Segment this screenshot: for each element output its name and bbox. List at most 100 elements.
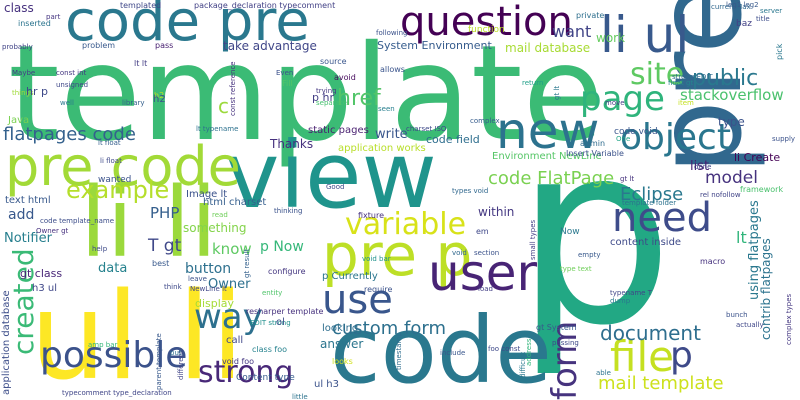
word: application works bbox=[338, 143, 426, 154]
word: System Environment bbox=[377, 39, 492, 52]
word: write bbox=[375, 127, 408, 142]
word: T gt bbox=[148, 236, 182, 256]
word: looking bbox=[322, 323, 359, 334]
word: part bbox=[46, 13, 61, 21]
word: require bbox=[364, 285, 393, 294]
word: Insert Variable bbox=[566, 149, 624, 158]
word: pre p bbox=[322, 221, 473, 289]
word: return bbox=[522, 79, 544, 87]
word: h2 bbox=[154, 91, 165, 100]
word: hr p bbox=[26, 85, 48, 98]
word: problem bbox=[82, 41, 116, 50]
word: rel nofollow bbox=[700, 191, 741, 199]
word: void foo bbox=[222, 357, 255, 366]
word: code void bbox=[614, 127, 658, 137]
word: Thanks bbox=[270, 137, 314, 151]
word: template folder bbox=[622, 199, 677, 207]
word: load bbox=[478, 285, 493, 293]
word: Now bbox=[560, 227, 580, 237]
word: admin bbox=[580, 139, 606, 148]
word: type bbox=[718, 115, 745, 129]
word: move bbox=[605, 99, 625, 107]
word: little bbox=[292, 393, 308, 400]
word: done bbox=[694, 163, 712, 171]
word: know bbox=[212, 240, 252, 258]
word: code bbox=[330, 297, 552, 400]
word: following bbox=[376, 29, 408, 37]
word: question bbox=[400, 0, 573, 45]
word: data bbox=[98, 261, 128, 276]
word: form bbox=[545, 320, 585, 400]
word: address bbox=[525, 338, 533, 366]
word: unsigned bbox=[56, 81, 89, 89]
word: Environment NewLine bbox=[492, 151, 602, 162]
word: const int bbox=[56, 69, 87, 77]
word: seen bbox=[378, 105, 395, 113]
word: possible bbox=[40, 335, 188, 376]
word: templated bbox=[120, 1, 162, 10]
word: h2 bbox=[153, 94, 166, 105]
word: object bbox=[620, 117, 731, 158]
word: pick bbox=[775, 43, 784, 60]
word: difficult bbox=[519, 351, 527, 378]
word: complex types bbox=[785, 293, 793, 345]
word: Maybe bbox=[12, 69, 36, 77]
word: p Now bbox=[260, 239, 304, 255]
word: PHP bbox=[150, 204, 180, 222]
word: text html bbox=[5, 195, 51, 206]
word: framework bbox=[740, 185, 784, 194]
word: code FlatPage bbox=[488, 168, 615, 189]
word: trying bbox=[316, 87, 337, 95]
word: h3 ul bbox=[32, 283, 57, 294]
word: include bbox=[440, 349, 466, 357]
word: leg1 leg2 bbox=[726, 1, 759, 9]
word: able bbox=[596, 369, 611, 377]
word: fixture bbox=[358, 211, 385, 220]
word: thinking bbox=[274, 207, 303, 215]
word: button bbox=[185, 261, 232, 277]
word: section bbox=[474, 249, 500, 257]
word: gt lt bbox=[553, 85, 561, 100]
word: p bbox=[515, 89, 674, 380]
word: work bbox=[596, 31, 626, 45]
word: macro bbox=[700, 257, 726, 266]
word: lt float bbox=[98, 139, 121, 147]
word: bunch bbox=[726, 311, 748, 319]
word: c bbox=[218, 94, 229, 118]
word: empty bbox=[578, 251, 601, 259]
word: allows bbox=[380, 65, 405, 74]
word: pre code bbox=[5, 135, 241, 198]
word: Owner bbox=[208, 277, 251, 292]
word: Image lt bbox=[186, 189, 228, 200]
word: private bbox=[576, 11, 605, 20]
word: content inside bbox=[610, 237, 682, 248]
word: type text bbox=[560, 265, 592, 273]
word: parent template bbox=[155, 333, 163, 390]
word: title bbox=[756, 15, 770, 23]
word: ol bbox=[276, 317, 285, 328]
word: One bbox=[616, 135, 631, 143]
word: answer bbox=[320, 337, 364, 351]
word: ul li bbox=[30, 268, 245, 400]
word: dump bbox=[610, 297, 631, 305]
word: use bbox=[322, 277, 393, 323]
word: user bbox=[428, 244, 538, 302]
word: Even bbox=[276, 69, 294, 77]
word: baz bbox=[736, 19, 752, 29]
word: leave bbox=[188, 275, 207, 283]
word: document bbox=[600, 321, 701, 345]
word: code pre bbox=[65, 0, 310, 54]
word: new bbox=[496, 102, 600, 160]
word: gt lt bbox=[620, 175, 635, 183]
word: example bbox=[66, 176, 170, 204]
word: flatpages code bbox=[3, 124, 136, 145]
word: want bbox=[552, 22, 592, 41]
word: li float bbox=[100, 157, 122, 165]
word: server bbox=[760, 7, 783, 15]
word: application database bbox=[1, 290, 12, 395]
word: configure bbox=[268, 267, 306, 276]
word: gt result bbox=[243, 248, 251, 278]
word: Owner gt bbox=[36, 227, 69, 235]
word: file bbox=[610, 332, 674, 381]
